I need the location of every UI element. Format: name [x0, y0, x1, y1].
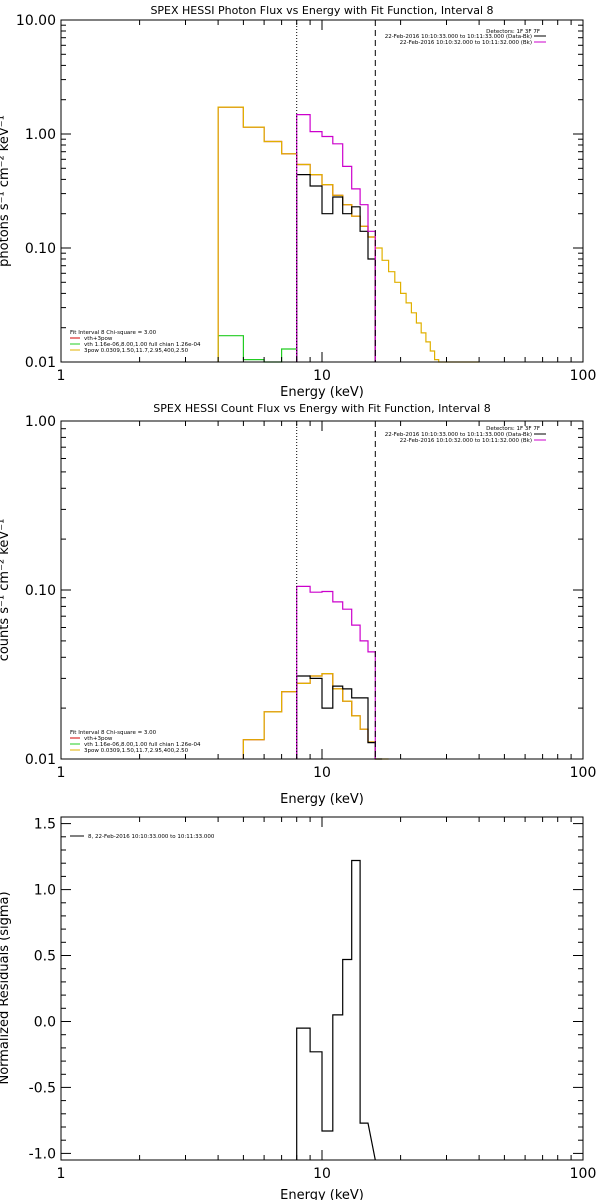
y-tick-label: 0.10	[25, 241, 56, 257]
legend-entry-3pow: 3pow 0.0309,1.50,11.7,2.95,400,2.50	[84, 348, 189, 354]
legend: Fit Interval 8 Chi-square = 3.00 vth+3po…	[70, 330, 201, 354]
series-step-background	[296, 114, 376, 362]
y-tick-label: 1.00	[25, 414, 56, 430]
y-tick-label: 0.01	[25, 355, 56, 371]
x-axis-label: Energy (keV)	[280, 1188, 364, 1200]
y-tick-label: 1.0	[34, 883, 56, 899]
detectors-label: Detectors: 1F 3F 7F	[486, 29, 540, 35]
x-tick-label: 1	[57, 1166, 66, 1182]
data-interval-label: 22-Feb-2016 10:10:33.000 to 10:11:33.000…	[385, 432, 532, 438]
count-flux-panel: SPEX HESSI Count Flux vs Energy with Fit…	[0, 402, 596, 807]
residual-series-marks	[296, 859, 376, 1161]
series-step-data	[296, 675, 383, 760]
x-tick-label: 100	[570, 1166, 597, 1182]
y-tick-label: 10.00	[16, 13, 56, 29]
series-step-3pow-0-0309-1-50-11-7-2-	[217, 106, 480, 363]
x-tick-label: 10	[313, 765, 331, 781]
header-info: Detectors: 1F 3F 7F 22-Feb-2016 10:10:33…	[385, 29, 546, 46]
count-axes-ticks: 1 10 100 0.01 0.10 1.00	[25, 414, 597, 781]
photon-axes-ticks: 1 10 100 0.01 0.10 1.00 10.00	[16, 13, 596, 384]
y-tick-label: 1.00	[25, 127, 56, 143]
legend-entry-vth-3pow: vth+3pow	[84, 336, 113, 342]
y-tick-label: -1.0	[29, 1146, 56, 1162]
legend-title: Fit Interval 8 Chi-square = 3.00	[70, 730, 157, 736]
series-step-8-22-feb-2016-10-10-33-0	[296, 859, 376, 1161]
photon-series-marks	[217, 106, 480, 363]
bk-interval-label: 22-Feb-2016 10:10:32.000 to 10:11:32.000…	[400, 40, 532, 46]
legend-entry-vth-3pow: vth+3pow	[84, 736, 113, 742]
legend-entry-vth: vth 1.16e-06,8.00,1.00 full chian 1.26e-…	[84, 342, 201, 348]
chart-title: SPEX HESSI Photon Flux vs Energy with Fi…	[150, 4, 493, 17]
x-tick-label: 100	[570, 765, 597, 781]
legend: 8, 22-Feb-2016 10:10:33.000 to 10:11:33.…	[70, 834, 215, 840]
y-tick-label: 0.5	[34, 949, 56, 965]
x-tick-label: 1	[57, 765, 66, 781]
data-interval-label: 22-Feb-2016 10:10:33.000 to 10:11:33.000…	[385, 34, 532, 40]
y-tick-label: 0.01	[25, 752, 56, 768]
y-axis-label: photons s⁻¹ cm⁻² keV⁻¹	[0, 115, 12, 267]
legend-title: Fit Interval 8 Chi-square = 3.00	[70, 330, 157, 336]
y-tick-label: 0.10	[25, 583, 56, 599]
y-axis-label: Normalized Residuals (sigma)	[0, 891, 12, 1084]
photon-flux-panel: SPEX HESSI Photon Flux vs Energy with Fi…	[0, 4, 596, 400]
legend-entry-vth: vth 1.16e-06,8.00,1.00 full chian 1.26e-…	[84, 742, 201, 748]
series-step-3pow-0-0309-1-50-11-7-2-	[242, 673, 389, 760]
y-axis-label: counts s⁻¹ cm⁻² keV⁻¹	[0, 519, 12, 662]
x-tick-label: 10	[313, 368, 331, 384]
x-axis-label: Energy (keV)	[280, 792, 364, 807]
y-tick-label: 1.5	[34, 817, 56, 833]
count-energy-markers	[296, 421, 376, 759]
x-axis-label: Energy (keV)	[280, 385, 364, 400]
bk-interval-label: 22-Feb-2016 10:10:32.000 to 10:11:32.000…	[400, 438, 532, 444]
x-tick-label: 1	[57, 368, 66, 384]
x-tick-label: 10	[313, 1166, 331, 1182]
count-series-marks	[242, 585, 389, 760]
residual-axes-ticks: 1 10 100 1.5 1.0 0.5 0.0 -0.5 -1.0	[29, 817, 597, 1182]
legend: Fit Interval 8 Chi-square = 3.00 vth+3po…	[70, 730, 201, 754]
x-tick-label: 100	[570, 368, 597, 384]
series-step-vth-1-16e-06-8-00-1-00-f	[217, 335, 298, 363]
chart-title: SPEX HESSI Count Flux vs Energy with Fit…	[153, 402, 490, 415]
header-info: Detectors: 1F 3F 7F 22-Feb-2016 10:10:33…	[385, 426, 546, 444]
detectors-label: Detectors: 1F 3F 7F	[486, 426, 540, 432]
legend-entry-3pow: 3pow 0.0309,1.50,11.7,2.95,400,2.50	[84, 748, 189, 754]
legend-entry-residual: 8, 22-Feb-2016 10:10:33.000 to 10:11:33.…	[88, 834, 215, 840]
series-step-background	[296, 585, 376, 759]
y-tick-label: -0.5	[29, 1080, 56, 1096]
series-step-data	[296, 174, 376, 362]
photon-energy-markers	[296, 20, 376, 362]
y-tick-label: 0.0	[34, 1015, 56, 1031]
